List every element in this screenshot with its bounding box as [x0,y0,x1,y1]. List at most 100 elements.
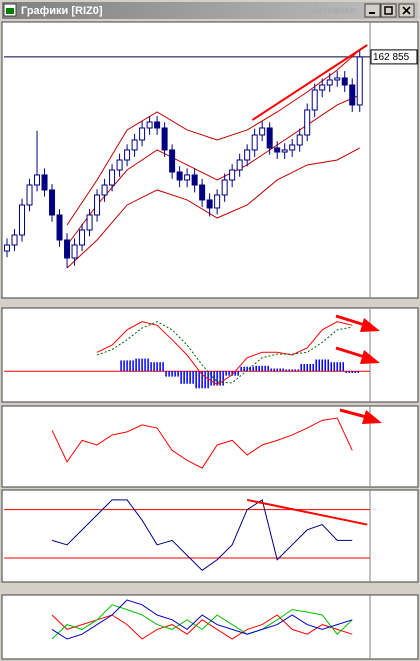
candle-body [266,127,273,149]
histogram-bar [273,368,275,372]
histogram-bar [153,362,155,372]
candle-body [124,149,131,161]
candle-body [26,184,33,206]
histogram-bar [252,366,254,372]
histogram-bar [216,371,218,386]
candle-body [169,149,176,173]
histogram-bar [324,359,326,372]
histogram-bar [270,368,272,372]
histogram-bar [309,364,311,372]
histogram-bar [144,358,146,372]
histogram-bar [345,371,347,373]
candle-body [34,174,41,186]
candle-body [161,127,168,151]
candle-body [259,127,266,136]
price-label: 162 855 [373,52,410,63]
candle-body [101,184,108,196]
histogram-bar [228,371,230,376]
candle-body [199,184,206,201]
histogram-bar [357,371,359,373]
histogram-bar [183,371,185,384]
candle-body [71,244,78,259]
candle-body [86,214,93,231]
candle-body [236,159,243,171]
candle-body [289,144,296,151]
histogram-bar [204,371,206,389]
window-buttons [364,3,415,18]
histogram-bar [249,366,251,372]
histogram-bar [264,365,266,372]
annotations [335,314,382,424]
candle-body [146,121,153,129]
pane-frame [1,307,419,403]
candle-body [94,194,101,216]
histogram-bar [120,360,122,372]
histogram-bar [246,366,248,372]
histogram-bar [207,371,209,389]
histogram-bar [348,371,350,373]
candle-body [154,121,161,129]
candle-body [4,244,11,252]
histogram-bar [261,365,263,372]
indicator-line [66,94,360,246]
candle-body [304,109,311,136]
indicator-line [96,321,353,384]
candle-body [116,159,123,171]
histogram-bar [306,364,308,372]
candle-body [79,229,86,246]
histogram-bar [339,362,341,372]
histogram-bar [201,371,203,389]
histogram-bar [186,371,188,384]
candle-body [11,234,18,246]
histogram-bar [276,368,278,372]
candle-body [56,214,63,241]
title-bar [2,2,418,19]
candle-body [64,239,71,259]
histogram-bar [195,371,197,389]
indicator-line [51,604,353,640]
histogram-bar [213,371,215,386]
histogram-bar [258,365,260,372]
histogram-bar [132,360,134,372]
histogram-bar [351,371,353,373]
histogram-bar [321,359,323,372]
histogram-bar [240,366,242,372]
histogram-bar [342,362,344,372]
candle-body [326,79,333,86]
histogram-bar [294,369,296,372]
histogram-bar [225,371,227,376]
indicator-line [66,49,361,226]
histogram-bar [198,371,200,389]
histogram-bar [156,362,158,372]
histogram-bar [177,371,179,377]
histogram-bar [174,371,176,377]
close-icon [402,6,411,15]
candle-body [311,89,318,111]
candle-body [191,174,198,186]
histogram-bar [231,371,233,376]
indicator-line [51,499,353,571]
indicator-line [251,44,368,121]
candle-body [319,84,326,91]
candle-body [221,179,228,196]
histogram-bar [300,364,302,372]
histogram-bar [297,369,299,372]
candle-body [131,139,138,151]
histogram-bar [336,362,338,372]
candle-body [334,77,341,81]
histogram-bar [279,368,281,372]
histogram-bar [189,371,191,384]
histogram-bar [126,360,128,372]
histogram-bar [180,371,182,384]
histogram-bar [141,358,143,372]
maximize-button[interactable] [380,3,397,18]
candle-body [244,149,251,161]
histogram-bar [165,371,167,377]
candle-body [251,134,258,151]
maximize-icon [384,6,393,15]
histogram-bar [327,359,329,372]
histogram-bar [219,371,221,386]
arrow-head [360,350,380,364]
minimize-button[interactable] [364,3,381,18]
